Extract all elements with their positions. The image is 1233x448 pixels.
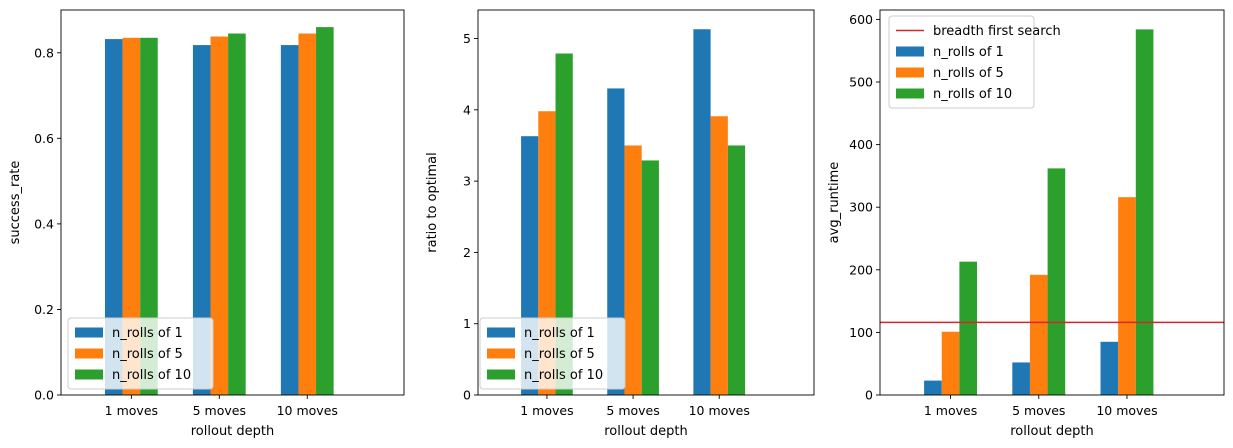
bar-1-3 <box>693 29 711 395</box>
x-tick-label: 1 moves <box>520 403 573 418</box>
y-axis-label: success_rate <box>8 161 23 245</box>
bar-1-1 <box>924 380 942 395</box>
chart-panel-1: 0.0 0.2 0.4 0.6 0.8 1 moves 5 moves 10 movesrol… <box>8 9 405 439</box>
bar-1-3 <box>280 45 299 395</box>
x-tick-label: 10 moves <box>277 403 338 418</box>
bar-3-1 <box>959 261 978 395</box>
y-tick-label: 0.2 <box>34 302 54 317</box>
legend-box <box>888 15 1035 109</box>
y-tick-label: 1 <box>463 316 471 331</box>
legend-swatch <box>896 88 924 99</box>
bar-1-1 <box>104 39 123 395</box>
legend-swatch <box>487 369 515 380</box>
legend-label: n_rolls of 1 <box>112 326 183 341</box>
legend-label: n_rolls of 10 <box>524 368 603 383</box>
bar-3-1 <box>555 53 573 395</box>
y-tick-label: 5 <box>463 31 471 46</box>
bar-1-2 <box>192 45 211 395</box>
legend-swatch <box>487 327 515 338</box>
x-tick-label: 10 moves <box>689 403 750 418</box>
x-axis-label: rollout depth <box>604 424 688 439</box>
bar-3-2 <box>641 160 659 395</box>
y-axis-label: ratio to optimal <box>425 152 440 252</box>
bar-2-3 <box>298 33 317 396</box>
y-tick-label: 4 <box>463 102 471 117</box>
y-tick-label: 0 <box>865 388 873 403</box>
y-tick-label: 300 <box>849 200 873 215</box>
x-tick-label: 1 moves <box>105 403 158 418</box>
x-tick-label: 5 moves <box>1012 403 1065 418</box>
bar-2-3 <box>710 116 728 396</box>
legend-box <box>479 317 626 390</box>
x-axis-label: rollout depth <box>191 424 275 439</box>
y-axis-label: avg_runtime <box>827 162 842 244</box>
x-tick-label: 1 moves <box>924 403 977 418</box>
bar-1-2 <box>1012 362 1030 395</box>
legend: n_rolls of 1 n_rolls of 5 n_rolls of 10 <box>479 317 626 390</box>
y-tick-label: 0 <box>463 388 471 403</box>
legend: n_rolls of 1 n_rolls of 5 n_rolls of 10 <box>67 317 214 390</box>
legend-swatch <box>487 348 515 359</box>
y-tick-label: 0.6 <box>34 131 54 146</box>
x-tick-label: 5 moves <box>606 403 659 418</box>
legend-label: n_rolls of 10 <box>933 87 1012 102</box>
bar-3-2 <box>228 33 246 396</box>
legend-box <box>67 317 214 390</box>
bar-2-2 <box>624 145 642 395</box>
legend-label: n_rolls of 5 <box>933 66 1004 81</box>
y-tick-label: 600 <box>849 12 873 27</box>
legend-label: n_rolls of 1 <box>933 45 1004 60</box>
chart-panel-3: 0 100 200 300 400 500 600 1 moves 5 moves 10 move… <box>827 9 1225 439</box>
y-tick-label: 3 <box>463 174 471 189</box>
y-tick-label: 200 <box>849 262 873 277</box>
legend-swatch <box>896 67 924 78</box>
legend-swatch <box>75 369 103 380</box>
legend-label: breadth first search <box>933 24 1061 39</box>
y-tick-label: 0.4 <box>34 216 54 231</box>
bar-2-2 <box>1029 274 1048 395</box>
legend-swatch <box>896 46 924 57</box>
legend-swatch <box>75 348 103 359</box>
legend-label: n_rolls of 10 <box>112 368 191 383</box>
bar-3-3 <box>1135 29 1154 396</box>
legend-label: n_rolls of 5 <box>524 347 595 362</box>
bar-2-2 <box>210 36 229 396</box>
bar-2-1 <box>941 331 960 395</box>
y-tick-label: 500 <box>849 74 873 89</box>
bar-3-1 <box>140 37 158 396</box>
bar-2-3 <box>1118 197 1136 395</box>
bar-3-3 <box>727 145 746 395</box>
y-tick-label: 100 <box>849 325 873 340</box>
x-tick-label: 10 moves <box>1096 403 1157 418</box>
bar-3-2 <box>1047 168 1066 395</box>
legend-label: n_rolls of 5 <box>112 347 183 362</box>
x-axis-label: rollout depth <box>1010 424 1094 439</box>
y-tick-label: 0.0 <box>34 388 54 403</box>
y-tick-label: 2 <box>463 245 471 260</box>
legend-swatch <box>75 327 103 338</box>
y-tick-label: 0.8 <box>34 45 54 60</box>
plot-frame <box>879 9 1225 396</box>
plot-frame <box>477 9 815 396</box>
legend-label: n_rolls of 1 <box>524 326 595 341</box>
legend: breadth first search n_rolls of 1 n_rolls … <box>888 15 1061 109</box>
plot-frame <box>60 9 405 396</box>
bar-3-3 <box>316 27 334 395</box>
x-tick-label: 5 moves <box>193 403 246 418</box>
bar-2-1 <box>122 37 141 396</box>
bar-1-3 <box>1100 341 1119 395</box>
y-tick-label: 400 <box>849 137 873 152</box>
